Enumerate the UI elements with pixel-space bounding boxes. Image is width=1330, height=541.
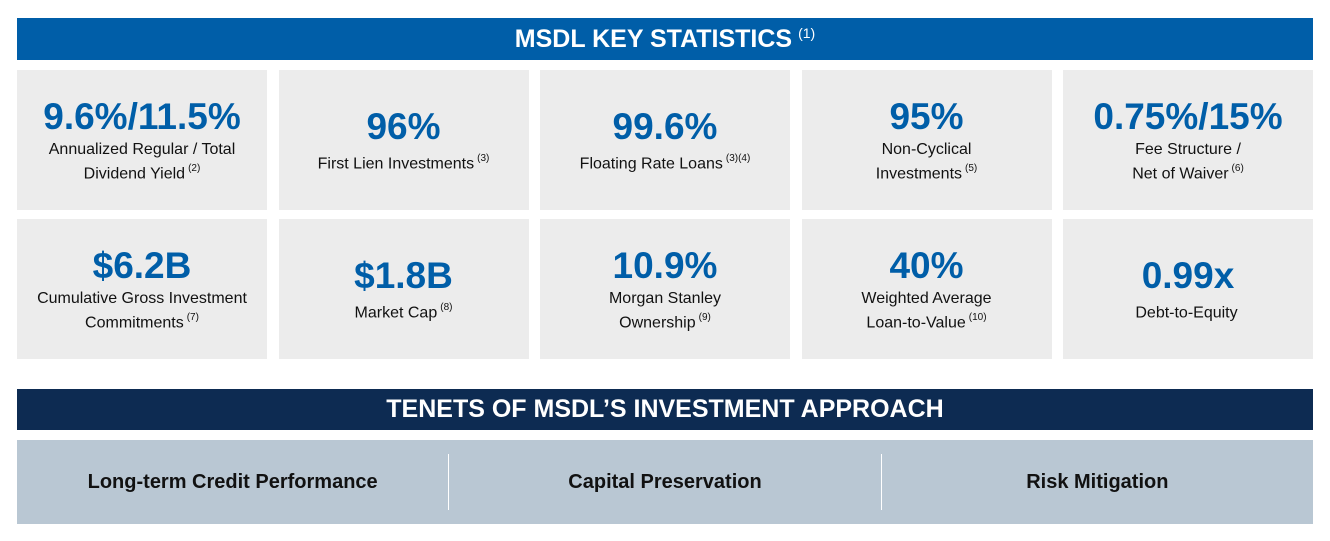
stat-tile-market-cap: $1.8B Market Cap (8) — [278, 219, 529, 359]
tenets-title: TENETS OF MSDL’S INVESTMENT APPROACH — [386, 395, 944, 423]
stat-value: 10.9% — [612, 244, 718, 286]
tenet-divider — [448, 454, 450, 510]
stat-label: Cumulative Gross Investment Commitments(… — [37, 289, 247, 332]
stat-tile-fee-structure: 0.75%/15% Fee Structure / Net of Waiver(… — [1063, 70, 1313, 210]
tenets-banner: TENETS OF MSDL’S INVESTMENT APPROACH — [17, 389, 1313, 430]
stat-footnote: (5) — [965, 162, 978, 174]
stat-tile-loan-to-value: 40% Weighted Average Loan-to-Value (10) — [801, 219, 1052, 359]
stat-tile-first-lien: 96% First Lien Investments (3) — [278, 70, 529, 210]
stat-footnote: (10) — [968, 311, 987, 323]
stat-label: Fee Structure / Net of Waiver (6) — [1132, 140, 1244, 183]
stat-value: 9.6%/11.5% — [43, 95, 241, 137]
stat-footnote: (3)(4) — [725, 152, 751, 164]
stat-footnote: (6) — [1231, 162, 1244, 174]
stat-label: Morgan Stanley Ownership (9) — [608, 289, 722, 332]
stat-label: Debt-to-Equity — [1135, 304, 1238, 322]
key-statistics-footnote: (1) — [798, 25, 816, 41]
stat-tile-dividend-yield: 9.6%/11.5% Annualized Regular / Total Di… — [17, 70, 267, 210]
tenet-credit-performance: Long-term Credit Performance — [87, 470, 378, 493]
stat-tile-floating-rate: 99.6% Floating Rate Loans (3)(4) — [540, 70, 790, 210]
stat-value: 0.75%/15% — [1093, 95, 1283, 137]
stat-footnote: (7) — [186, 311, 199, 323]
stat-footnote: (9) — [698, 311, 711, 323]
stat-tile-debt-to-equity: 0.99x Debt-to-Equity — [1063, 219, 1313, 359]
stat-label: Market Cap (8) — [354, 301, 453, 322]
stat-value: $1.8B — [354, 254, 453, 296]
stat-label: Floating Rate Loans (3)(4) — [579, 152, 751, 173]
stat-footnote: (8) — [440, 301, 453, 313]
tenets-row: Long-term Credit Performance Capital Pre… — [17, 440, 1313, 524]
tenet-capital-preservation: Capital Preservation — [568, 470, 762, 493]
key-statistics-title: MSDL KEY STATISTICS — [514, 24, 793, 53]
stat-value: 40% — [889, 244, 964, 286]
stat-footnote: (2) — [188, 162, 201, 174]
stat-tile-investment-commitments: $6.2B Cumulative Gross Investment Commit… — [17, 219, 267, 359]
stat-tile-ownership: 10.9% Morgan Stanley Ownership (9) — [540, 219, 790, 359]
stat-tile-non-cyclical: 95% Non-Cyclical Investments (5) — [801, 70, 1052, 210]
stat-value: 95% — [889, 95, 964, 137]
tenet-divider — [880, 454, 882, 510]
tenet-risk-mitigation: Risk Mitigation — [1026, 470, 1169, 493]
stat-value: 99.6% — [612, 105, 718, 147]
stat-value: 0.99x — [1141, 254, 1235, 296]
stat-label: First Lien Investments (3) — [317, 152, 490, 173]
key-statistics-banner: MSDL KEY STATISTICS (1) — [17, 18, 1313, 60]
stat-value: 96% — [366, 105, 441, 147]
statistics-grid: 9.6%/11.5% Annualized Regular / Total Di… — [17, 70, 1313, 359]
stat-label: Non-Cyclical Investments (5) — [875, 140, 978, 183]
stat-label: Weighted Average Loan-to-Value (10) — [861, 289, 992, 332]
stat-footnote: (3) — [477, 152, 490, 164]
stat-value: $6.2B — [92, 244, 192, 286]
stat-label: Annualized Regular / Total Dividend Yiel… — [48, 140, 236, 183]
